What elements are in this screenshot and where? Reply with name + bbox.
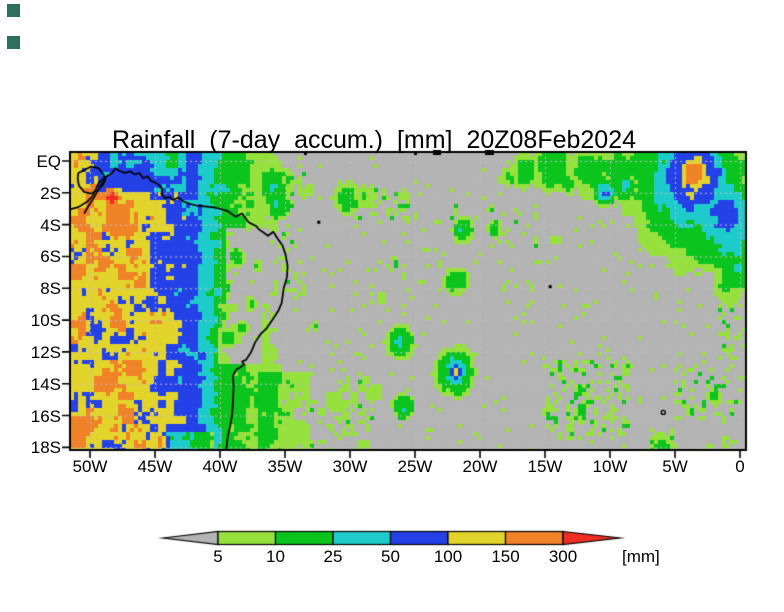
legend-tick-label: 10 bbox=[266, 547, 285, 566]
lat-tick-label: EQ bbox=[36, 152, 61, 171]
lon-tick-label: 30W bbox=[332, 457, 368, 476]
legend-tick-label: 100 bbox=[433, 547, 463, 566]
lon-tick-label: 25W bbox=[397, 457, 433, 476]
lon-tick-label: 5W bbox=[662, 457, 688, 476]
lon-tick-label: 10W bbox=[592, 457, 628, 476]
lon-tick-label: 45W bbox=[137, 457, 173, 476]
lon-tick-label: 20W bbox=[462, 457, 498, 476]
lat-tick-label: 18S bbox=[30, 438, 61, 458]
legend-tick-label: 50 bbox=[381, 547, 400, 566]
lat-tick-label: 14S bbox=[30, 374, 61, 394]
legend-tick-label: 300 bbox=[548, 547, 578, 566]
legend-tick-label: 150 bbox=[491, 547, 520, 566]
lon-tick-label: 40W bbox=[202, 457, 238, 476]
lat-tick-label: 10S bbox=[30, 311, 61, 331]
lon-tick-label: 0 bbox=[735, 457, 745, 476]
legend-tick-label: 25 bbox=[323, 547, 343, 566]
lat-tick-label: 2S bbox=[40, 183, 61, 203]
lat-tick-label: 8S bbox=[40, 279, 61, 299]
lat-tick-label: 6S bbox=[40, 247, 61, 267]
lat-tick-label: 12S bbox=[30, 342, 61, 362]
lat-tick-label: 4S bbox=[40, 215, 61, 235]
lon-tick-label: 15W bbox=[527, 457, 563, 476]
corner-artifact-square bbox=[7, 36, 20, 49]
legend-unit-label: [mm] bbox=[622, 547, 660, 566]
corner-artifact-square bbox=[7, 4, 20, 17]
chart-title: Rainfall (7-day accum.) [mm] 20Z08Feb202… bbox=[111, 126, 637, 154]
lon-tick-label: 35W bbox=[267, 457, 303, 476]
lat-tick-label: 16S bbox=[30, 406, 61, 426]
lon-tick-label: 50W bbox=[72, 457, 108, 476]
legend-tick-label: 5 bbox=[213, 547, 223, 566]
